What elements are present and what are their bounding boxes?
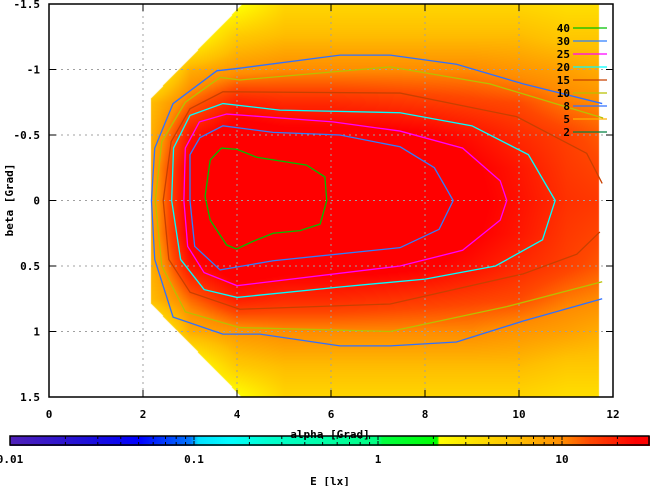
legend-entry: 2 xyxy=(563,126,607,139)
x-tick-label: 8 xyxy=(422,408,429,421)
y-tick-label: 1.5 xyxy=(20,391,40,404)
contour-20 xyxy=(171,102,556,299)
y-axis-label: beta [Grad] xyxy=(3,164,16,237)
y-tick-label: 0 xyxy=(33,195,40,208)
legend-label: 15 xyxy=(557,74,570,87)
legend-entry: 25 xyxy=(557,48,607,61)
x-tick-label: 10 xyxy=(512,408,525,421)
contour-15 xyxy=(162,91,603,310)
legend-entry: 40 xyxy=(557,22,607,35)
legend-entry: 20 xyxy=(557,61,607,74)
x-tick-label: 6 xyxy=(328,408,335,421)
colorbar-tick-label: 0.1 xyxy=(184,453,204,466)
y-tick-label: 0.5 xyxy=(20,260,40,273)
colorbar-border xyxy=(9,435,650,446)
legend-entry: 15 xyxy=(557,74,607,87)
y-tick-label: -0.5 xyxy=(14,129,41,142)
colorbar-gradient xyxy=(10,436,650,446)
legend-entry: 8 xyxy=(563,100,607,113)
legend-entry: 5 xyxy=(563,113,607,126)
x-tick-label: 4 xyxy=(234,408,241,421)
x-tick-label: 0 xyxy=(46,408,53,421)
colorbar-tick-label: 10 xyxy=(555,453,568,466)
contour-40 xyxy=(204,147,328,250)
x-tick-label: 2 xyxy=(140,408,147,421)
y-tick-label: -1 xyxy=(27,64,41,77)
contour-lines xyxy=(150,54,604,347)
legend-label: 2 xyxy=(563,126,570,139)
legend-label: 5 xyxy=(563,113,570,126)
colorbar-tick-label: 0.01 xyxy=(0,453,24,466)
axes: 0 2 4 6 8 10 12-1.5-1-0.500.511.5 xyxy=(14,0,620,421)
grid-lines xyxy=(49,4,613,397)
legend-label: 20 xyxy=(557,61,570,74)
contour-8 xyxy=(150,54,603,347)
x-tick-label: 12 xyxy=(606,408,619,421)
colorbar-label: E [lx] xyxy=(310,475,350,486)
contour-25 xyxy=(183,113,508,287)
y-tick-label: -1.5 xyxy=(14,0,41,11)
legend-label: 40 xyxy=(557,22,570,35)
contour-10 xyxy=(154,66,604,333)
x-axis-label: alpha [Grad] xyxy=(290,428,369,441)
legend-label: 30 xyxy=(557,35,570,48)
legend-label: 10 xyxy=(557,87,570,100)
contour-30 xyxy=(189,125,454,271)
colorbar-axis: 0.01 0.1 1 10 xyxy=(0,435,650,466)
y-tick-label: 1 xyxy=(33,326,40,339)
legend-label: 8 xyxy=(563,100,570,113)
legend-entry: 30 xyxy=(557,35,607,48)
colorbar-tick-label: 1 xyxy=(375,453,382,466)
legend-label: 25 xyxy=(557,48,570,61)
legend-entry: 10 xyxy=(557,87,607,100)
